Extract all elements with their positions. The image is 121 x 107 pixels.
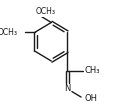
Text: OCH₃: OCH₃: [0, 28, 18, 37]
Text: OCH₃: OCH₃: [35, 7, 55, 16]
Text: OH: OH: [84, 94, 97, 103]
Text: CH₃: CH₃: [84, 66, 100, 75]
Text: N: N: [64, 84, 71, 93]
